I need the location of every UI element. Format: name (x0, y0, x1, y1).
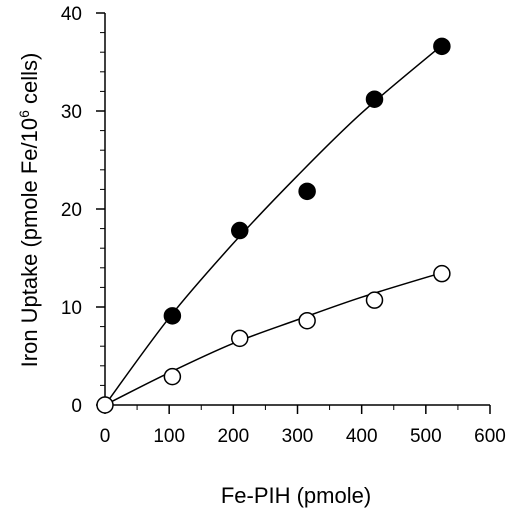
y-tick-label: 20 (61, 200, 82, 221)
open-point-series-2 (298, 311, 316, 330)
fit-line-series-2 (104, 271, 443, 406)
y-axis-title-superscript: 6 (16, 110, 32, 118)
y-axis-title-end: cells) (17, 53, 42, 110)
x-tick-label: 100 (153, 426, 185, 447)
x-tick-label: 200 (217, 426, 249, 447)
y-tick-label: 40 (61, 4, 82, 25)
open-point-series-2 (365, 291, 384, 309)
y-tick-label: 30 (61, 102, 82, 123)
y-axis-title: Iron Uptake (pmole Fe/106 cells) (16, 53, 42, 368)
open-point-series-2 (231, 329, 249, 348)
x-tick-label: 400 (346, 426, 378, 447)
data-markers (96, 37, 451, 414)
y-axis-title-main: Iron Uptake (pmole Fe/10 (17, 118, 42, 367)
axes (96, 12, 491, 414)
x-axis-title: Fe-PIH (pmole) (221, 483, 371, 508)
filled-point-series-1 (163, 307, 182, 325)
x-tick-label: 300 (282, 426, 314, 447)
y-tick-label: 10 (61, 298, 82, 319)
tick-labels: 0 100 200 300 400 500 600 0 10 20 30 40 (61, 4, 506, 447)
x-tick-label: 600 (474, 426, 506, 447)
open-point-series-2 (163, 367, 182, 386)
fit-line-series-1 (104, 44, 443, 406)
x-tick-label: 500 (410, 426, 442, 447)
filled-point-series-1 (365, 90, 384, 108)
x-tick-label: 0 (100, 426, 111, 447)
filled-point-series-1 (433, 37, 451, 56)
open-point-series-2 (96, 396, 114, 414)
y-tick-label: 0 (71, 396, 82, 417)
filled-point-series-1 (298, 182, 316, 201)
open-point-series-2 (433, 264, 451, 283)
filled-point-series-1 (231, 221, 249, 240)
fit-lines (104, 44, 443, 406)
